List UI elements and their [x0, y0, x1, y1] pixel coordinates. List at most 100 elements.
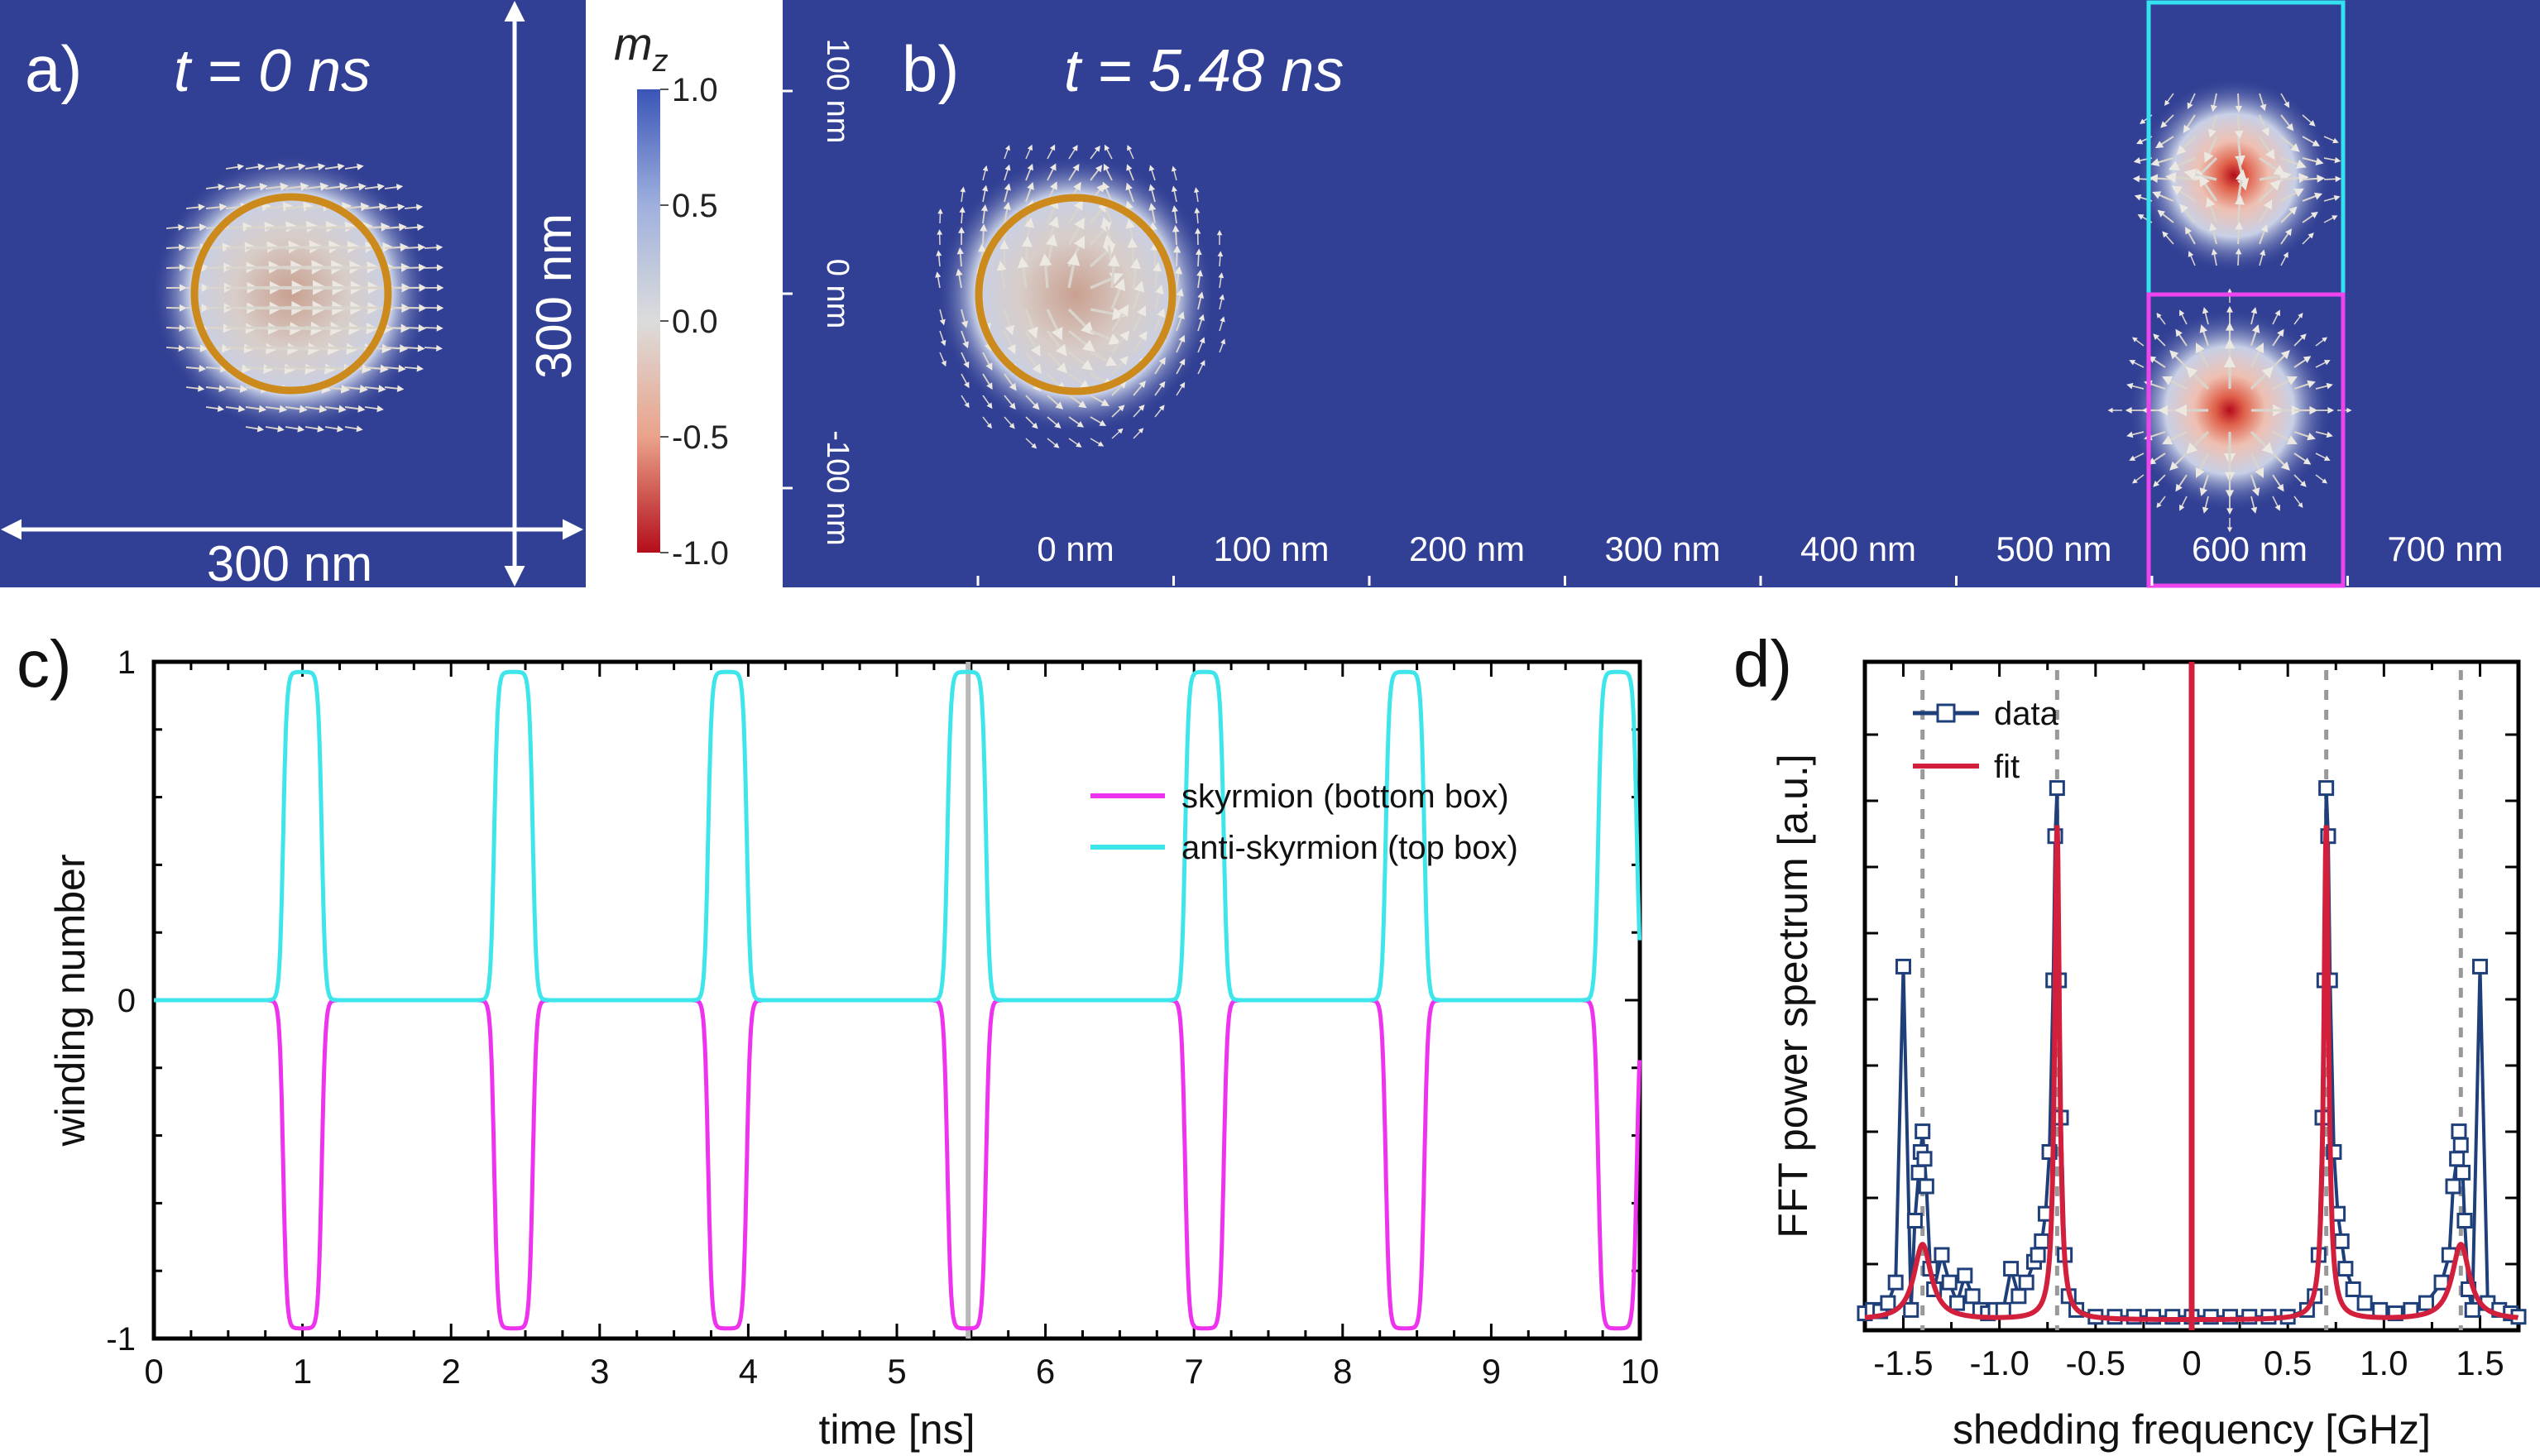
vector-arrow-head	[1138, 330, 1148, 342]
vector-arrow-head	[1049, 144, 1056, 151]
vector-arrow-head	[1125, 200, 1133, 210]
data-point	[1949, 1295, 1966, 1311]
vector-arrow-head	[1158, 357, 1166, 366]
panel-a: a) t = 0 ns 300 nm 300 nm	[0, 0, 586, 592]
vector-arrow-head	[2162, 231, 2169, 238]
vector-arrow-head	[242, 222, 252, 232]
panel-b-label: b)	[902, 32, 959, 105]
vector-arrow-head	[417, 223, 424, 232]
vector-arrow-head	[1138, 428, 1144, 433]
vector-arrow-head	[2308, 232, 2314, 239]
panel-b-axis-ticks: 100 nm 0 nm -100 nm 0 nm 100 nm 200 nm 300 nm 4…	[783, 39, 2504, 586]
vector-arrow-head	[2235, 105, 2242, 113]
vector-arrow-head	[2285, 228, 2292, 237]
vector-arrow-head	[1076, 421, 1085, 428]
vector-arrow-head	[2209, 223, 2217, 232]
data-point	[2372, 1301, 2389, 1318]
vector-arrow-head	[2152, 191, 2162, 199]
legend-label: skyrmion (bottom box)	[1181, 778, 1509, 815]
vector-arrow-head	[396, 385, 405, 392]
vector-arrow-head	[2327, 407, 2335, 414]
vector-arrow-head	[357, 405, 366, 413]
series-line	[154, 669, 1642, 1003]
vector-arrow-head	[1103, 163, 1110, 171]
data-point	[1887, 1274, 1904, 1291]
vector-arrow-head	[1101, 216, 1112, 228]
vector-arrow-head	[935, 271, 942, 278]
vector-arrow-head	[419, 284, 427, 292]
vector-arrow-head	[1219, 294, 1225, 300]
vector-arrow-head	[1138, 405, 1145, 411]
vector-arrow-head	[277, 163, 286, 170]
vector-arrow-head	[2226, 288, 2233, 294]
vector-arrow-head	[437, 284, 444, 292]
data-point	[2451, 1123, 2467, 1140]
vector-arrow-head	[961, 320, 969, 328]
vector-arrow-head	[179, 243, 186, 251]
vector-arrow-head	[218, 183, 225, 191]
x-tick-label: 8	[1333, 1352, 1352, 1391]
vector-arrow-head	[2107, 407, 2113, 414]
vector-arrow-head	[237, 405, 246, 413]
vector-arrow-head	[1158, 381, 1166, 389]
vector-arrow-head	[1216, 229, 1223, 236]
vector-arrow-head	[2314, 192, 2323, 200]
vector-arrow-head	[1194, 187, 1200, 193]
vector-arrow-head	[956, 268, 963, 276]
vector-arrow-head	[2129, 360, 2136, 366]
vector-arrow-head	[2277, 328, 2284, 338]
vector-arrow-head	[2158, 405, 2169, 416]
vector-arrow-head	[259, 183, 268, 191]
vector-arrow-head	[2315, 157, 2324, 165]
colorbar: mz 1.0 0.5 0.0 -0.5 -1.0	[614, 17, 729, 572]
vector-arrow-head	[2179, 204, 2188, 213]
vector-arrow-head	[1125, 218, 1135, 229]
vector-arrow-head	[2317, 175, 2325, 183]
vector-arrow-head	[2156, 502, 2162, 509]
vector-arrow-head	[981, 184, 989, 192]
vector-arrow-head	[2198, 175, 2210, 188]
vector-arrow-head	[2140, 118, 2146, 125]
x-tick-label: 0.5	[2264, 1343, 2312, 1382]
vector-arrow-head	[2299, 333, 2307, 341]
data-point	[2318, 780, 2335, 797]
vector-arrow-head	[2236, 169, 2248, 181]
vector-arrow-head	[217, 405, 225, 412]
vector-arrow-head	[1217, 251, 1224, 257]
vector-arrow-head	[1100, 399, 1109, 406]
vector-arrow-head	[1172, 224, 1180, 232]
vector-arrow-head	[2156, 312, 2162, 318]
vector-arrow-head	[179, 304, 187, 312]
vector-arrow-head	[357, 163, 364, 170]
vector-arrow-head	[960, 186, 966, 193]
b-x-tick-label: 500 nm	[1996, 529, 2111, 568]
vector-arrow-head	[982, 165, 989, 172]
panel-b-time: t = 5.48 ns	[1064, 38, 1344, 104]
vector-arrow-head	[2274, 309, 2280, 317]
vector-arrow-head	[337, 163, 345, 170]
vector-arrow-head	[2235, 222, 2243, 230]
panel-a-width-label: 300 nm	[207, 536, 372, 592]
vector-arrow-head	[2188, 251, 2194, 257]
vector-arrow-head	[2255, 342, 2264, 354]
vector-arrow-head	[2309, 405, 2318, 415]
vector-arrow-head	[2185, 227, 2193, 235]
vector-arrow-head	[1009, 423, 1015, 429]
vector-arrow-head	[2260, 249, 2266, 256]
vector-arrow-head	[436, 244, 443, 251]
vector-arrow-head	[2202, 506, 2209, 514]
bottom-box	[2146, 292, 2346, 588]
data-point	[1916, 1151, 1933, 1167]
y-axis-label: winding number	[47, 855, 93, 1147]
panel-a-height-label: 300 nm	[526, 213, 582, 379]
b-x-tick-label: 300 nm	[1604, 529, 1720, 568]
vector-arrow-head	[2211, 248, 2218, 256]
x-tick-label: 4	[739, 1352, 758, 1391]
vector-arrow-head	[2125, 407, 2132, 414]
vector-arrow-head	[1004, 183, 1011, 191]
vector-arrow-head	[1174, 266, 1183, 275]
vector-arrow-head	[398, 223, 407, 232]
vector-arrow-head	[2199, 487, 2208, 496]
vector-arrow-head	[2165, 172, 2177, 183]
